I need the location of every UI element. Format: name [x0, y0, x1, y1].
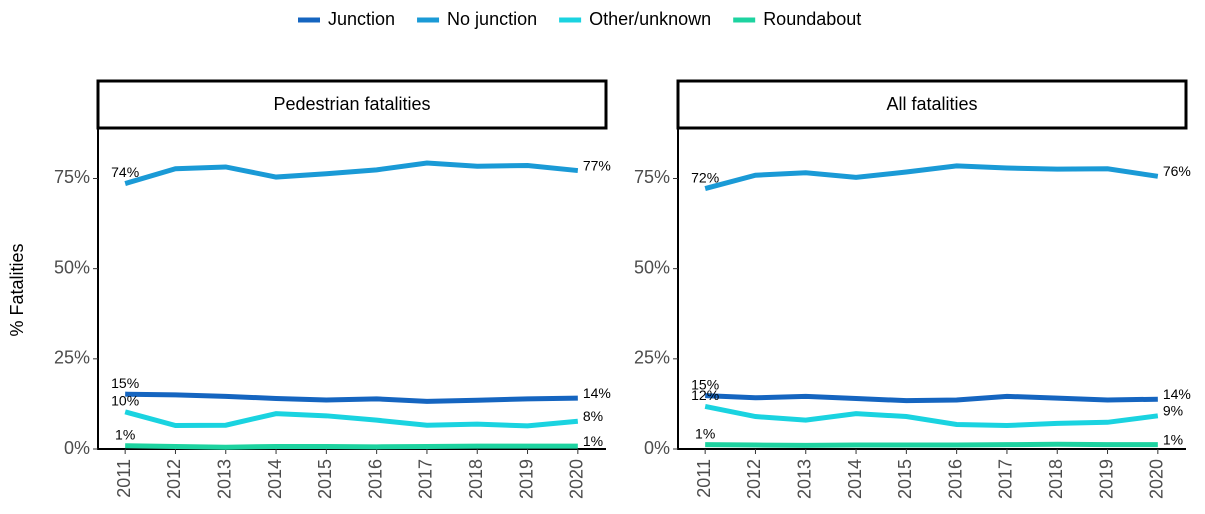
value-label: 10%	[111, 393, 139, 409]
y-tick-label: 75%	[634, 167, 670, 187]
x-tick-label: 2020	[567, 459, 587, 499]
value-label: 8%	[583, 408, 603, 424]
x-tick-label: 2015	[895, 459, 915, 499]
value-label: 15%	[691, 376, 719, 392]
series-line	[705, 393, 1158, 404]
x-tick-label: 2011	[694, 459, 714, 498]
x-tick-label: 2014	[845, 459, 865, 499]
value-label: 9%	[1163, 403, 1183, 419]
x-tick-label: 2013	[795, 459, 815, 499]
x-tick-label: 2017	[996, 459, 1016, 499]
series-line	[125, 391, 578, 404]
x-tick-label: 2016	[365, 459, 385, 499]
y-tick-label: 50%	[634, 257, 670, 277]
facet-title: Pedestrian fatalities	[273, 94, 430, 114]
y-tick-label: 75%	[54, 167, 90, 187]
value-label: 1%	[115, 426, 135, 442]
x-tick-label: 2018	[466, 459, 486, 499]
value-label: 14%	[583, 385, 611, 401]
legend-label: Roundabout	[763, 9, 861, 29]
facet-title: All fatalities	[886, 94, 977, 114]
series-line	[124, 160, 579, 186]
x-tick-label: 2011	[114, 459, 134, 498]
x-tick-label: 2012	[164, 459, 184, 499]
legend-label: Other/unknown	[589, 9, 711, 29]
legend-label: No junction	[447, 9, 537, 29]
facet-strip	[676, 79, 1188, 130]
y-tick-label: 50%	[54, 257, 90, 277]
x-tick-label: 2014	[265, 459, 285, 499]
series-line	[704, 403, 1159, 429]
x-tick-label: 2017	[416, 459, 436, 499]
x-tick-label: 2015	[315, 459, 335, 499]
series-line	[124, 409, 579, 429]
x-tick-label: 2016	[945, 459, 965, 499]
x-tick-label: 2012	[744, 459, 764, 499]
facet-strip	[96, 79, 608, 130]
value-label: 1%	[583, 433, 603, 449]
legend-label: Junction	[328, 9, 395, 29]
x-tick-label: 2013	[215, 459, 235, 499]
value-label: 1%	[1163, 431, 1183, 447]
value-label: 72%	[691, 169, 719, 185]
y-axis-label: % Fatalities	[7, 243, 27, 336]
y-tick-label: 25%	[54, 348, 90, 368]
value-label: 15%	[111, 375, 139, 391]
x-tick-label: 2020	[1147, 459, 1167, 499]
y-tick-label: 0%	[644, 438, 670, 458]
x-tick-label: 2019	[516, 459, 536, 499]
y-tick-label: 0%	[64, 438, 90, 458]
series-line	[704, 163, 1159, 192]
value-label: 77%	[583, 157, 611, 173]
value-label: 14%	[1163, 386, 1191, 402]
value-label: 76%	[1163, 163, 1191, 179]
x-tick-label: 2019	[1096, 459, 1116, 499]
y-tick-label: 25%	[634, 348, 670, 368]
value-label: 1%	[695, 425, 715, 441]
value-label: 12%	[691, 387, 719, 403]
series-line	[125, 443, 578, 450]
series-line	[705, 441, 1158, 448]
value-label: 74%	[111, 164, 139, 180]
x-tick-label: 2018	[1046, 459, 1066, 499]
